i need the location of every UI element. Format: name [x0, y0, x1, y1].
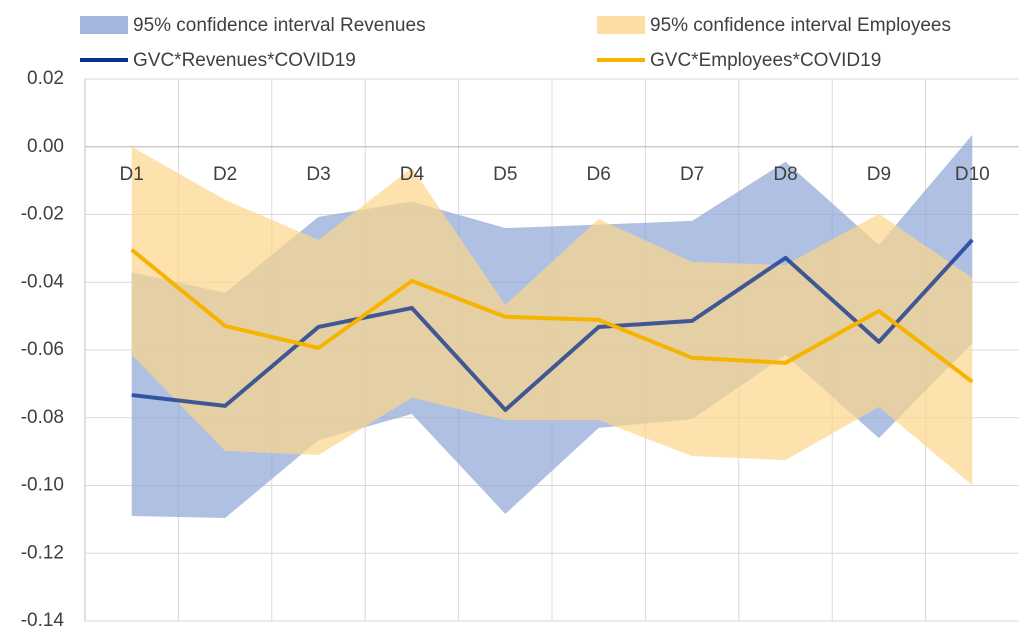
x-tick-label: D3 [306, 164, 330, 185]
y-tick-label: -0.08 [21, 407, 64, 428]
y-tick-label: 0.00 [27, 136, 64, 157]
x-tick-label: D9 [867, 164, 891, 185]
legend-swatch [597, 16, 645, 34]
confidence-band [131, 146, 973, 486]
y-tick-label: -0.02 [21, 204, 64, 225]
y-tick-label: -0.10 [21, 475, 64, 496]
y-tick-label: -0.06 [21, 339, 64, 360]
x-tick-label: D2 [213, 164, 237, 185]
y-tick-label: -0.12 [21, 542, 64, 563]
legend-label: 95% confidence interval Revenues [133, 15, 426, 36]
series-line [131, 238, 974, 412]
x-tick-label: D10 [955, 164, 990, 185]
legend-swatch [80, 16, 128, 34]
x-tick-label: D1 [120, 164, 144, 185]
x-tick-label: D4 [400, 164, 425, 185]
x-tick-label: D5 [493, 164, 517, 185]
series-line [130, 248, 974, 384]
x-tick-label: D8 [773, 164, 797, 185]
legend-label: GVC*Revenues*COVID19 [133, 50, 356, 71]
x-tick-label: D6 [587, 164, 611, 185]
legend-label: GVC*Employees*COVID19 [650, 50, 881, 71]
y-tick-label: -0.14 [21, 610, 65, 630]
y-tick-label: -0.04 [21, 271, 65, 292]
y-tick-label: 0.02 [27, 68, 64, 89]
legend-label: 95% confidence interval Employees [650, 15, 951, 36]
x-tick-label: D7 [680, 164, 704, 185]
